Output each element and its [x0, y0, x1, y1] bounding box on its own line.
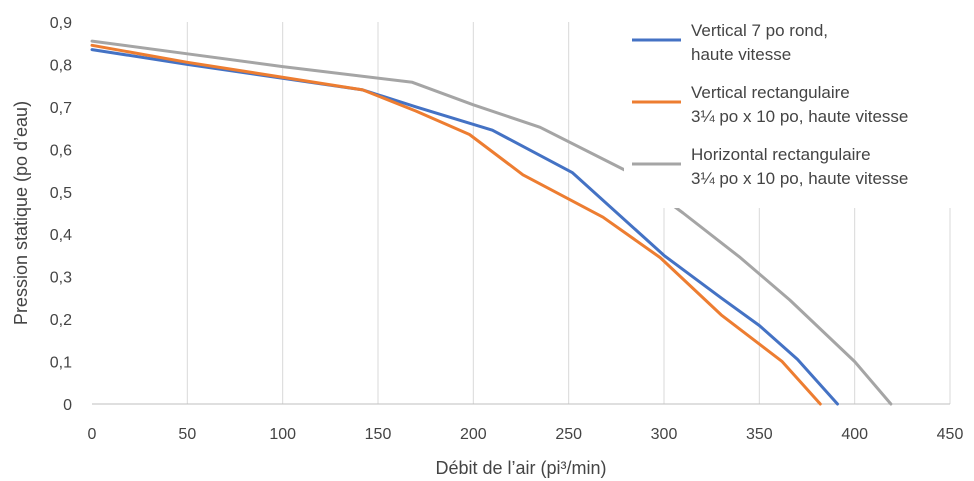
- legend-label: Horizontal rectangulaire: [691, 145, 871, 164]
- x-tick-label: 150: [365, 426, 392, 443]
- y-axis-label: Pression statique (po d’eau): [11, 101, 31, 325]
- y-tick-label: 0,8: [50, 57, 72, 74]
- y-tick-label: 0: [63, 397, 72, 414]
- series-lines: [90, 39, 893, 406]
- y-tick-label: 0,2: [50, 312, 72, 329]
- y-tick-label: 0,3: [50, 270, 72, 287]
- y-tick-label: 0,4: [50, 227, 72, 244]
- x-tick-label: 350: [746, 426, 773, 443]
- x-tick-label: 450: [937, 426, 964, 443]
- x-axis-label: Débit de l’air (pi³/min): [435, 458, 606, 478]
- legend-label: 3¼ po x 10 po, haute vitesse: [691, 169, 908, 188]
- y-tick-label: 0,9: [50, 15, 72, 32]
- x-tick-label: 50: [178, 426, 196, 443]
- x-tick-label: 0: [88, 426, 97, 443]
- legend-label: Vertical rectangulaire: [691, 83, 850, 102]
- x-tick-label: 300: [651, 426, 678, 443]
- y-tick-label: 0,7: [50, 100, 72, 117]
- x-tick-label: 200: [460, 426, 487, 443]
- series-line: [90, 43, 822, 406]
- legend-box: [624, 12, 956, 208]
- x-axis-ticks: 0 50 100 150 200 250 300 350 400 450: [88, 426, 964, 443]
- y-tick-label: 0,6: [50, 142, 72, 159]
- legend: Vertical 7 po rond, haute vitesse Vertical…: [632, 21, 908, 188]
- y-axis-ticks: 0 0,1 0,2 0,3 0,4 0,5 0,6 0,7 0,8 0,9: [50, 15, 72, 414]
- legend-label: 3¼ po x 10 po, haute vitesse: [691, 107, 908, 126]
- x-tick-label: 400: [841, 426, 868, 443]
- legend-label: Vertical 7 po rond,: [691, 21, 828, 40]
- y-tick-label: 0,1: [50, 355, 72, 372]
- x-tick-label: 100: [269, 426, 296, 443]
- x-tick-label: 250: [555, 426, 582, 443]
- legend-label: haute vitesse: [691, 45, 791, 64]
- y-tick-label: 0,5: [50, 185, 72, 202]
- series-line: [90, 39, 893, 406]
